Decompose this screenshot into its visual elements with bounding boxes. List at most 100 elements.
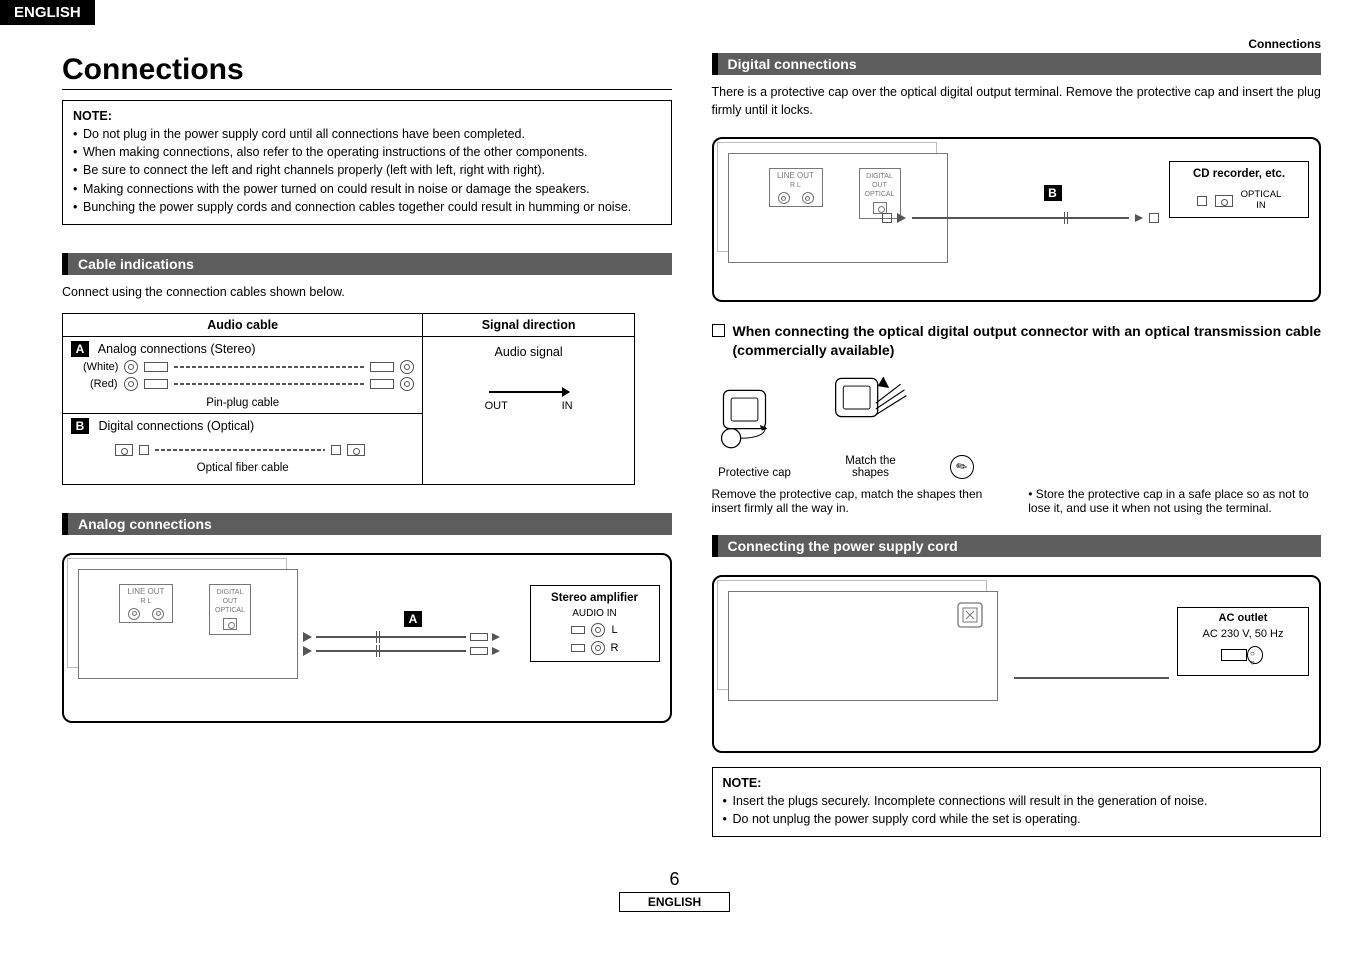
illus-protective-cap: Protective cap (712, 382, 798, 479)
rca-jack-icon (124, 377, 138, 391)
cable-th-signal: Signal direction (423, 313, 635, 336)
digital-desc: There is a protective cap over the optic… (712, 83, 1322, 119)
arrow-open-icon (304, 647, 312, 655)
optical-caption-row: Remove the protective cap, match the sha… (712, 487, 1322, 515)
illus-match-shapes: Match the shapes (828, 370, 914, 479)
marker-a: A (71, 341, 89, 357)
note-item: Be sure to connect the left and right ch… (73, 161, 661, 179)
page-title: Connections (62, 53, 672, 87)
rca-jack-icon (591, 623, 605, 637)
cable-line (316, 650, 466, 652)
language-tab: ENGLISH (0, 0, 95, 25)
cable-line (174, 366, 364, 368)
note-label: NOTE: (723, 776, 762, 790)
digital-out-label: DIGITAL OUT OPTICAL (865, 173, 895, 198)
audio-signal-label: Audio signal (431, 345, 626, 359)
ext-amp-title: Stereo amplifier (541, 592, 649, 604)
tool-icon-wrap: ✎ (944, 455, 974, 479)
power-diagram: AC outlet AC 230 V, 50 Hz ○○ (712, 575, 1322, 753)
l-label: L (611, 624, 617, 636)
right-column: Digital connections There is a protectiv… (712, 53, 1322, 837)
in-label: IN (562, 400, 573, 412)
cable-line (912, 217, 1130, 219)
rca-jack-icon (400, 360, 414, 374)
optical-note-heading: When connecting the optical digital outp… (712, 322, 1322, 360)
match-svg-icon (828, 370, 914, 448)
lineout-label: LINE OUT (128, 587, 165, 596)
marker-b: B (71, 418, 89, 434)
left-column: Connections NOTE: Do not plug in the pow… (62, 53, 672, 837)
note-item: Do not unplug the power supply cord whil… (723, 810, 1311, 828)
rca-plug-icon (144, 379, 168, 389)
arrow-open-icon (304, 633, 312, 641)
cable-line (316, 636, 466, 638)
note-box-top: NOTE: Do not plug in the power supply co… (62, 100, 672, 225)
optical-plug-icon (331, 445, 341, 455)
marker-a-diagram: A (404, 611, 422, 627)
note-item: Insert the plugs securely. Incomplete co… (723, 792, 1311, 810)
note-item: Bunching the power supply cords and conn… (73, 198, 661, 216)
section-analog-connections: Analog connections (62, 513, 672, 535)
optical-jack-icon (347, 444, 365, 456)
signal-direction-cell: Audio signal OUT IN (423, 336, 635, 484)
section-digital-connections: Digital connections (712, 53, 1322, 75)
ac-plug-icon: ○○ (1221, 644, 1265, 664)
cable-th-audio: Audio cable (63, 313, 423, 336)
red-label: (Red) (90, 378, 118, 390)
analog-diagram: LINE OUT R L DIGITAL OUT OPTICAL A (62, 553, 672, 723)
white-label: (White) (83, 361, 118, 373)
unit-rear-panel: LINE OUT R L DIGITAL OUT OPTICAL (728, 153, 948, 263)
rca-port-icon (778, 192, 790, 204)
optical-plug-icon (139, 445, 149, 455)
cable-desc: Connect using the connection cables show… (62, 283, 672, 301)
pencil-icon: ✎ (945, 450, 978, 483)
section-cable-indications: Cable indications (62, 253, 672, 275)
page-number: 6 (0, 869, 1349, 890)
optical-port-icon (223, 618, 237, 630)
optical-plug-icon (1197, 196, 1207, 206)
note-box-bottom: NOTE: Insert the plugs securely. Incompl… (712, 767, 1322, 837)
optical-in-label: OPTICAL IN (1241, 190, 1282, 211)
optical-illustrations: Protective cap Match the shapes ✎ (712, 370, 1322, 479)
ac-outlet-box: AC outlet AC 230 V, 50 Hz ○○ (1177, 607, 1309, 676)
cable-line (155, 449, 325, 451)
rca-plug-icon (144, 362, 168, 372)
note-item: Making connections with the power turned… (73, 180, 661, 198)
ac-spec: AC 230 V, 50 Hz (1194, 628, 1292, 640)
opt-para-2: • Store the protective cap in a safe pla… (1028, 487, 1321, 515)
note-item: Do not plug in the power supply cord unt… (73, 125, 661, 143)
rca-plug-icon (571, 626, 585, 634)
arrow-icon (489, 391, 569, 393)
power-inlet-icon (957, 602, 983, 628)
page-footer: 6 ENGLISH (0, 869, 1349, 912)
opt-para-1: Remove the protective cap, match the sha… (712, 487, 1005, 515)
unit-rear-panel (728, 591, 998, 701)
rca-plug-icon (470, 647, 488, 655)
square-bullet-icon (712, 324, 725, 337)
rca-jack-icon (124, 360, 138, 374)
rca-plug-icon (370, 379, 394, 389)
arrow-icon (492, 633, 500, 641)
digital-out-label: DIGITAL OUT OPTICAL (215, 589, 245, 614)
rca-jack-icon (400, 377, 414, 391)
ext-cdr-title: CD recorder, etc. (1180, 168, 1298, 180)
section-power-cord: Connecting the power supply cord (712, 535, 1322, 557)
note-item: When making connections, also refer to t… (73, 143, 661, 161)
title-rule (62, 89, 672, 90)
cable-line (1014, 677, 1170, 679)
note-label: NOTE: (73, 109, 112, 123)
optical-cable-label: Optical fiber cable (71, 462, 414, 474)
r-label: R (611, 642, 619, 654)
out-label: OUT (485, 400, 508, 412)
rca-plug-icon (571, 644, 585, 652)
digital-diagram: LINE OUT R L DIGITAL OUT OPTICAL B (712, 137, 1322, 302)
cable-cell-digital: B Digital connections (Optical) Optical … (63, 413, 423, 484)
cap-svg-icon (712, 382, 798, 460)
rl-label: R L (141, 598, 152, 605)
ac-outlet-title: AC outlet (1194, 612, 1292, 624)
rca-plug-icon (370, 362, 394, 372)
marker-b-diagram: B (1044, 185, 1062, 201)
cable-cell-analog: A Analog connections (Stereo) (White) (R… (63, 336, 423, 413)
optical-plug-icon (882, 213, 892, 223)
optical-jack-icon (1215, 195, 1233, 207)
